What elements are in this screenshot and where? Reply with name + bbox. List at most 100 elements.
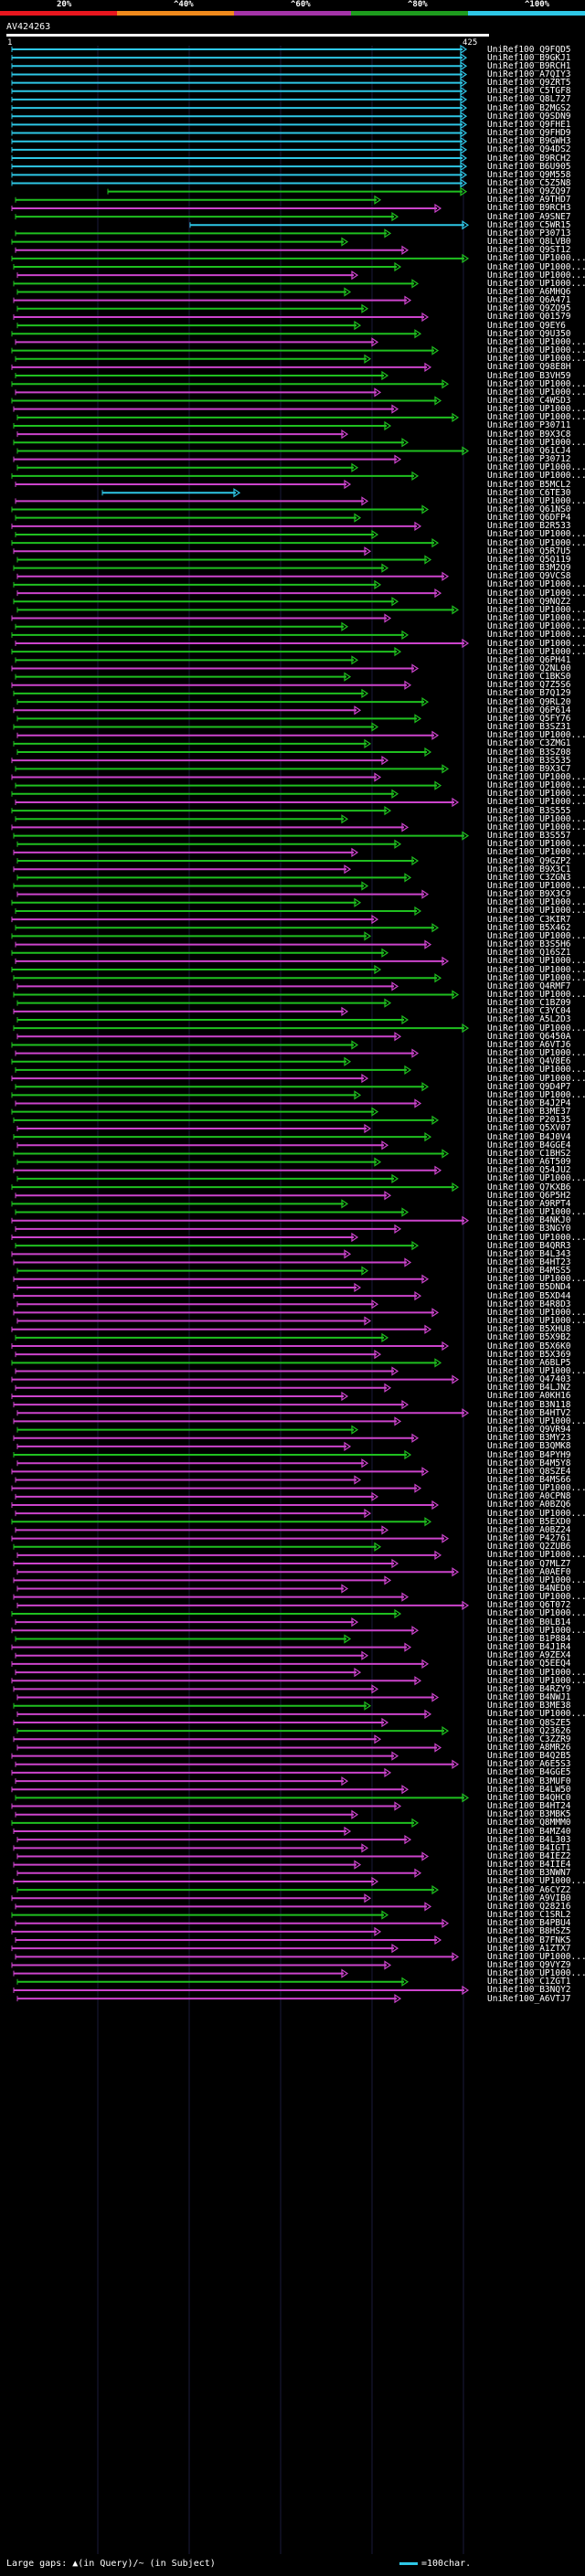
hit-label[interactable]: UniRef100_A0BZ24 [487,1524,571,1535]
hit-label[interactable]: UniRef100_B5X9B2 [487,1332,571,1343]
hit-label[interactable]: UniRef100_Q94DS2 [487,144,571,155]
hit-label[interactable]: UniRef100_B4M5Y8 [487,1458,571,1468]
hit-label[interactable]: UniRef100_Q6T072 [487,1600,571,1611]
hit-label[interactable]: UniRef100_UP1000... [487,404,585,415]
hit-label[interactable]: UniRef100_C1ZGT1 [487,1977,571,1988]
hit-label[interactable]: UniRef100_B4HT23 [487,1256,571,1267]
hit-label[interactable]: UniRef100_B4GGE4 [487,1140,571,1150]
hit-label[interactable]: UniRef100_B9X3C1 [487,864,571,875]
hit-label[interactable]: UniRef100_C1BKS0 [487,672,571,683]
hit-label[interactable]: UniRef100_A9ZEX4 [487,1650,571,1661]
hit-label[interactable]: UniRef100_UP1000... [487,354,585,365]
hit-label[interactable]: UniRef100_B3MUF0 [487,1776,571,1786]
hit-label[interactable]: UniRef100_C4WSD3 [487,396,571,406]
hit-label[interactable]: UniRef100_Q6450A [487,1031,571,1042]
hit-label[interactable]: UniRef100_Q16SZ1 [487,948,571,959]
hit-label[interactable]: UniRef100_B4IGT1 [487,1842,571,1853]
hit-label[interactable]: UniRef100_C3YC04 [487,1006,571,1017]
hit-label[interactable]: UniRef100_Q9NQZ2 [487,596,571,607]
hit-label[interactable]: UniRef100_UP1000... [487,1508,585,1519]
hit-label[interactable]: UniRef100_UP1000... [487,579,585,590]
hit-label[interactable]: UniRef100_A6T509 [487,1157,571,1168]
hit-label[interactable]: UniRef100_B4NWJ1 [487,1692,571,1703]
hit-label[interactable]: UniRef100_UP1000... [487,1625,585,1636]
hit-label[interactable]: UniRef100_UP1000... [487,906,585,917]
hit-label[interactable]: UniRef100_C6TE30 [487,487,571,498]
hit-label[interactable]: UniRef100_P20135 [487,1115,571,1126]
hit-label[interactable]: UniRef100_B4HT24 [487,1801,571,1812]
hit-label[interactable]: UniRef100_UP1000... [487,270,585,281]
hit-label[interactable]: UniRef100_B7Q129 [487,688,571,699]
hit-label[interactable]: UniRef100_UP1000... [487,1023,585,1034]
hit-label[interactable]: UniRef100_Q8SZE4 [487,1466,571,1477]
hit-label[interactable]: UniRef100_C1BHS2 [487,1148,571,1159]
hit-label[interactable]: UniRef100_B3SZ31 [487,722,571,733]
hit-label[interactable]: UniRef100_Q9M558 [487,169,571,180]
hit-label[interactable]: UniRef100_A0CPN8 [487,1491,571,1502]
hit-label[interactable]: UniRef100_C3ZZR9 [487,1733,571,1744]
hit-label[interactable]: UniRef100_B5MCL2 [487,479,571,490]
hit-label[interactable]: UniRef100_B3S535 [487,755,571,766]
hit-label[interactable]: UniRef100_Q9U350 [487,328,571,339]
hit-label[interactable]: UniRef100_UP1000... [487,1550,585,1561]
hit-label[interactable]: UniRef100_B6U905 [487,161,571,172]
hit-label[interactable]: UniRef100_UP1000... [487,638,585,649]
hit-label[interactable]: UniRef100_Q9ZRT5 [487,78,571,89]
hit-label[interactable]: UniRef100_UP1000... [487,822,585,832]
hit-label[interactable]: UniRef100_A9THD7 [487,195,571,206]
hit-label[interactable]: UniRef100_B5EXD0 [487,1516,571,1527]
hit-label[interactable]: UniRef100_UP1000... [487,604,585,615]
hit-label[interactable]: UniRef100_B3N118 [487,1399,571,1410]
hit-label[interactable]: UniRef100_UP1000... [487,1232,585,1243]
hit-label[interactable]: UniRef100_B4LJN2 [487,1383,571,1394]
hit-label[interactable]: UniRef100_A6CYZ2 [487,1884,571,1895]
hit-label[interactable]: UniRef100_B4J0V4 [487,1131,571,1142]
hit-label[interactable]: UniRef100_B4RZY9 [487,1683,571,1694]
hit-label[interactable]: UniRef100_UP1000... [487,471,585,482]
hit-label[interactable]: UniRef100_UP1000... [487,1951,585,1962]
hit-label[interactable]: UniRef100_UP1000... [487,1592,585,1603]
hit-label[interactable]: UniRef100_C5WR15 [487,219,571,230]
hit-label[interactable]: UniRef100_UP1000... [487,621,585,632]
hit-label[interactable]: UniRef100_Q9ST12 [487,245,571,256]
hit-label[interactable]: UniRef100_A1ZTX7 [487,1943,571,1954]
hit-label[interactable]: UniRef100_B4L343 [487,1248,571,1259]
hit-label[interactable]: UniRef100_UP1000... [487,813,585,824]
hit-label[interactable]: UniRef100_P42761 [487,1533,571,1544]
hit-label[interactable]: UniRef100_B9RCH1 [487,60,571,71]
hit-label[interactable]: UniRef100_B4MS66 [487,1475,571,1485]
hit-label[interactable]: UniRef100_Q7MLZ7 [487,1558,571,1569]
hit-label[interactable]: UniRef100_B2MGS2 [487,102,571,113]
hit-label[interactable]: UniRef100_UP1000... [487,1709,585,1720]
hit-label[interactable]: UniRef100_Q5EEQ4 [487,1659,571,1670]
hit-label[interactable]: UniRef100_Q9VCS8 [487,571,571,582]
hit-label[interactable]: UniRef100_Q28216 [487,1901,571,1912]
hit-label[interactable]: UniRef100_Q6DFP4 [487,513,571,524]
hit-label[interactable]: UniRef100_B5X6K0 [487,1341,571,1352]
hit-label[interactable]: UniRef100_B3M2Q9 [487,563,571,574]
hit-label[interactable]: UniRef100_Q9ZQ95 [487,303,571,314]
hit-label[interactable]: UniRef100_B5X462 [487,922,571,933]
hit-label[interactable]: UniRef100_B3MBK5 [487,1809,571,1820]
hit-label[interactable]: UniRef100_UP1000... [487,789,585,800]
hit-label[interactable]: UniRef100_UP1000... [487,930,585,941]
hit-label[interactable]: UniRef100_B3S555 [487,805,571,816]
hit-label[interactable]: UniRef100_Q9VR94 [487,1425,571,1436]
hit-label[interactable]: UniRef100_B3NQY2 [487,1985,571,1996]
hit-label[interactable]: UniRef100_B5XD44 [487,1290,571,1301]
hit-label[interactable]: UniRef100_Q98E8H [487,362,571,373]
hit-label[interactable]: UniRef100_UP1000... [487,253,585,264]
hit-label[interactable]: UniRef100_UP1000... [487,278,585,289]
hit-label[interactable]: UniRef100_B4LW50 [487,1784,571,1795]
hit-label[interactable]: UniRef100_UP1000... [487,537,585,548]
hit-label[interactable]: UniRef100_Q8MMM0 [487,1818,571,1829]
hit-label[interactable]: UniRef100_C3ZMG1 [487,738,571,749]
hit-label[interactable]: UniRef100_B5XHU8 [487,1324,571,1335]
hit-label[interactable]: UniRef100_UP1000... [487,1876,585,1887]
hit-label[interactable]: UniRef100_B3ME38 [487,1701,571,1712]
hit-label[interactable]: UniRef100_Q9RL20 [487,696,571,707]
hit-label[interactable]: UniRef100_B4QHC0 [487,1792,571,1803]
hit-label[interactable]: UniRef100_UP1000... [487,588,585,599]
hit-label[interactable]: UniRef100_Q4RMF7 [487,981,571,991]
hit-label[interactable]: UniRef100_B5DND4 [487,1282,571,1293]
